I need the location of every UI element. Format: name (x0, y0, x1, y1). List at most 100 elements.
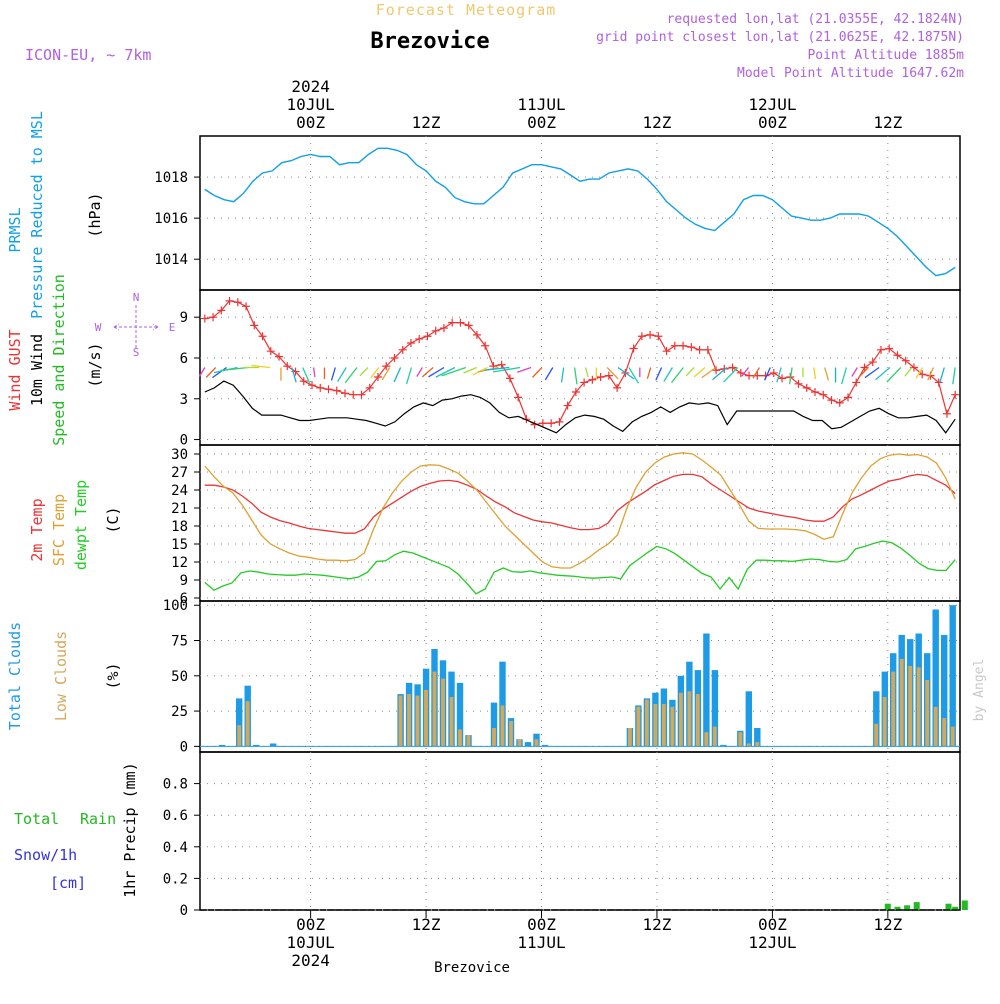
bottom-axis-hour: 12Z (873, 915, 902, 934)
gust-line (204, 300, 956, 426)
gust-point (811, 387, 820, 396)
low-cloud-bar (874, 723, 879, 747)
gust-point (481, 341, 490, 350)
top-axis-hour: 00Z (296, 113, 325, 132)
y-tick-label: 25 (171, 704, 188, 720)
low-cloud-bar (662, 704, 666, 747)
wind-direction-arrow (904, 367, 913, 377)
gust-point (431, 326, 440, 335)
y-tick-label: 0.8 (163, 777, 188, 793)
low-cloud-bar (517, 739, 522, 747)
low-cloud-bar (636, 706, 641, 747)
snow-label: Snow/1h (14, 846, 77, 864)
gust-point (571, 387, 580, 396)
y-tick-label: 50 (171, 669, 188, 685)
total-cloud-bar (499, 661, 506, 747)
total-cloud-bar (490, 702, 498, 747)
wind-direction-arrow (764, 367, 771, 381)
wind-direction-arrow (752, 367, 760, 379)
gridpoint-coords: grid point closest lon,lat (21.0625E, 42… (596, 30, 964, 45)
wind-direction-arrow (312, 367, 316, 378)
wind-direction-arrow (484, 366, 510, 371)
bottom-axis-date: 12JUL (748, 933, 796, 952)
y-tick-label: 6 (180, 351, 188, 367)
rain-bar (961, 900, 968, 910)
wind-direction-arrow (516, 366, 532, 373)
gust-point (258, 332, 267, 341)
gust-point (852, 378, 861, 387)
rain-bar (945, 903, 952, 910)
gust-point (332, 386, 341, 395)
low-cloud-bar (424, 689, 428, 747)
low-cloud-bar (704, 732, 709, 747)
gust-point (472, 330, 481, 339)
gust-point (794, 379, 803, 388)
wind-direction-arrow (416, 367, 423, 377)
gust-point (843, 393, 852, 402)
rain-bar (884, 903, 891, 910)
y-tick-label: 15 (171, 537, 188, 553)
wind-direction-arrow (628, 367, 640, 384)
gust-point (382, 362, 391, 371)
total-cloud-bar (524, 742, 532, 747)
low-cloud-bar (746, 743, 751, 747)
temp-line-1 (204, 452, 956, 569)
gust-point (670, 341, 679, 350)
gust-point (406, 339, 415, 348)
total-cloud-bar (270, 743, 277, 747)
bottom-axis-date: 10JUL (287, 933, 335, 952)
y-tick-label: 1016 (154, 211, 188, 227)
low-cloud-bar (398, 695, 403, 747)
gust-point (769, 368, 778, 377)
wind-direction-arrow (701, 366, 717, 379)
wind-direction-arrow (851, 367, 858, 377)
y-tick-label: 9 (180, 573, 188, 589)
bottom-axis-hour: 12Z (643, 915, 672, 934)
y-tick-label: 0 (180, 433, 188, 449)
gust-point (703, 345, 712, 354)
total-cloud-bar (745, 691, 752, 747)
pressure-line (204, 147, 956, 277)
rain-label: Rain (80, 810, 116, 828)
rain-bar (894, 906, 901, 910)
total-cloud-bar (703, 633, 710, 747)
gust-point (357, 390, 366, 399)
wind-direction-arrow (723, 367, 739, 383)
dewpt-label: dewpt Temp (72, 480, 90, 570)
wind-direction-arrow (741, 367, 750, 377)
top-axis-hour: 12Z (873, 113, 902, 132)
total-cloud-bar (754, 728, 761, 747)
bottom-axis-hour: 00Z (758, 915, 787, 934)
wind-direction-arrow (663, 367, 673, 382)
wind-direction-arrow (359, 367, 369, 377)
top-axis-hour: 00Z (758, 113, 787, 132)
top-axis-hour: 12Z (643, 113, 672, 132)
gust-point (225, 296, 234, 305)
wind-direction-arrow (531, 367, 543, 378)
gust-point (439, 324, 448, 333)
bottom-axis-year: 2024 (291, 951, 330, 970)
gust-point (604, 371, 613, 380)
wind-direction-arrow (205, 367, 217, 378)
total-cloud-bar (941, 634, 948, 747)
wind-direction-arrow (584, 367, 589, 378)
low-cloud-bar (449, 697, 454, 747)
low-cloud-bar (441, 678, 445, 747)
gust-point (736, 368, 745, 377)
gust-point (398, 345, 407, 354)
gust-point (885, 344, 894, 353)
wind-speed-line (204, 380, 956, 434)
header: Forecast Meteogram Brezovice ICON-EU, ~ … (25, 1, 964, 81)
y-tick-label: 9 (180, 310, 188, 326)
low-cloud-bar (925, 680, 930, 747)
total-cloud-bar (541, 744, 549, 747)
top-axis-date: 10JUL (287, 95, 335, 114)
gust-point (802, 383, 811, 392)
wind-direction-arrow (428, 366, 445, 378)
gust-point (745, 371, 754, 380)
y-tick-label: 30 (171, 447, 188, 463)
